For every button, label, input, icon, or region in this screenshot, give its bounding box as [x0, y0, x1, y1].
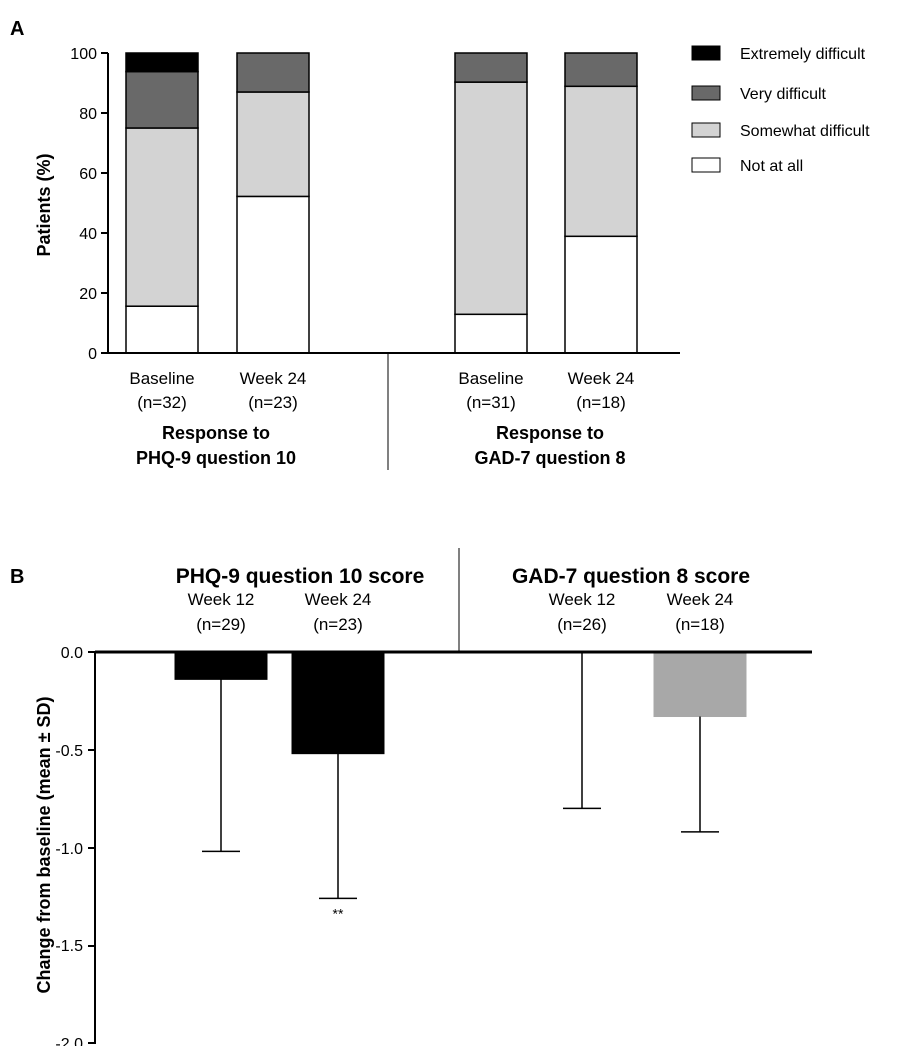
panel-a-y-ticks: 0 20 40 60 80 100	[70, 46, 97, 363]
legend-swatch-very-difficult	[691, 85, 721, 101]
panel-a-group-labels: Response to PHQ-9 question 10 Response t…	[136, 423, 626, 468]
panel-b-y-tick-marks	[88, 651, 95, 1044]
panel-b-y-tick-label: 0.0	[61, 645, 83, 662]
panel-b-group-title: GAD-7 question 8 score	[512, 565, 750, 588]
stacked-bar-segment-notatall	[454, 313, 528, 354]
category-n: (n=32)	[137, 393, 187, 412]
legend-swatch-extremely-difficult	[691, 45, 721, 61]
stacked-bar-segment-notatall	[125, 305, 199, 354]
change-bar	[291, 651, 385, 755]
stacked-bar-segment-somewhat	[236, 91, 310, 198]
change-bar	[174, 651, 268, 680]
stacked-bar-segment-somewhat	[125, 127, 199, 307]
legend-label: Extremely difficult	[740, 46, 866, 63]
legend-label: Very difficult	[740, 86, 827, 103]
panel-b-y-tick-label: -2.0	[55, 1036, 83, 1046]
group-label-line2: GAD-7 question 8	[474, 448, 625, 468]
panel-b-y-ticks: 0.0 -0.5 -1.0 -1.5 -2.0	[55, 645, 83, 1051]
group-label-line2: PHQ-9 question 10	[136, 448, 296, 468]
stacked-bar-segment-notatall	[236, 195, 310, 354]
category-label: Baseline	[458, 369, 523, 388]
category-n: (n=23)	[248, 393, 298, 412]
panel-b-y-axis-label: Change from baseline (mean ± SD)	[34, 697, 54, 994]
legend-swatch-somewhat-difficult	[691, 122, 721, 138]
panel-a-label: A	[10, 18, 24, 40]
legend-label: Not at all	[740, 158, 803, 175]
category-label: Baseline	[129, 369, 194, 388]
panel-a-y-tick-label: 20	[79, 286, 97, 303]
panel-b-bars: **	[174, 651, 747, 921]
panel-b-y-tick-label: -1.0	[55, 841, 83, 858]
group-label-line1: Response to	[496, 423, 604, 443]
bar-n: (n=18)	[675, 615, 725, 634]
stacked-bar-segment-very	[454, 52, 528, 83]
change-bar	[653, 651, 747, 718]
bar-label: Week 12	[188, 590, 255, 609]
panel-a-y-tick-label: 0	[88, 346, 97, 363]
panel-b-y-tick-label: -0.5	[55, 743, 83, 760]
panel-a-y-tick-marks	[101, 52, 108, 354]
bar-n: (n=26)	[557, 615, 607, 634]
legend-label: Somewhat difficult	[740, 123, 870, 140]
panel-a-y-tick-label: 100	[70, 46, 97, 63]
panel-b-group-title: PHQ-9 question 10 score	[176, 565, 425, 588]
legend-swatch-not-at-all	[691, 157, 721, 173]
stacked-bar-segment-very	[125, 70, 199, 129]
bar-n: (n=23)	[313, 615, 363, 634]
stacked-bar-segment-somewhat	[454, 81, 528, 316]
significance-marker: **	[333, 905, 344, 921]
panel-b-label: B	[10, 566, 24, 588]
bar-label: Week 12	[549, 590, 616, 609]
panel-a-y-tick-label: 60	[79, 166, 97, 183]
panel-a-y-axis-label: Patients (%)	[34, 153, 54, 256]
bar-label: Week 24	[305, 590, 372, 609]
legend: Extremely difficult Very difficult Somew…	[691, 45, 870, 175]
panel-a-y-tick-label: 40	[79, 226, 97, 243]
panel-a-bars	[125, 52, 638, 354]
stacked-bar-segment-notatall	[564, 235, 638, 354]
stacked-bar-segment-very	[236, 52, 310, 93]
panel-b-y-tick-label: -1.5	[55, 938, 83, 955]
bar-n: (n=29)	[196, 615, 246, 634]
group-label-line1: Response to	[162, 423, 270, 443]
panel-a-category-labels: Baseline (n=32) Week 24 (n=23) Baseline …	[129, 369, 634, 412]
panel-b-bar-labels: Week 12 (n=29) Week 24 (n=23) Week 12 (n…	[188, 590, 734, 634]
category-n: (n=18)	[576, 393, 626, 412]
stacked-bar-segment-very	[564, 52, 638, 88]
stacked-bar-segment-extremely	[125, 52, 199, 73]
stacked-bar-segment-somewhat	[564, 85, 638, 238]
panel-a-y-tick-label: 80	[79, 106, 97, 123]
category-label: Week 24	[568, 369, 635, 388]
bar-label: Week 24	[667, 590, 734, 609]
category-n: (n=31)	[466, 393, 516, 412]
category-label: Week 24	[240, 369, 307, 388]
